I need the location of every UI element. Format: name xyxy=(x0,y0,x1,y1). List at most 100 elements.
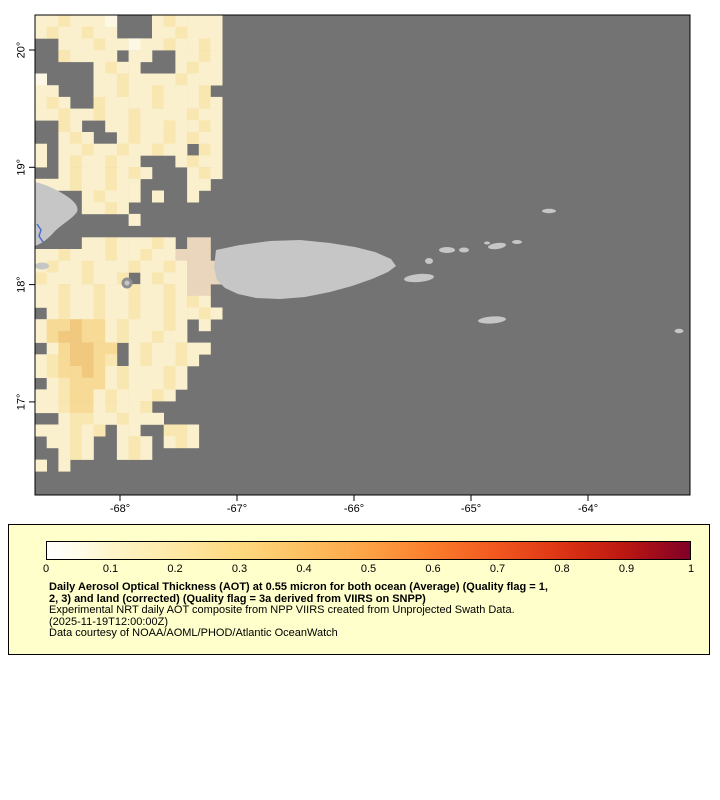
aot-cell xyxy=(175,366,188,378)
aot-cell xyxy=(128,132,141,144)
latitude-axis: 20° 19° 18° 17° xyxy=(16,42,35,410)
aot-cell xyxy=(93,155,106,168)
aot-cell xyxy=(210,132,223,144)
aot-cell xyxy=(140,295,153,308)
aot-cell xyxy=(46,319,59,332)
aot-cell xyxy=(128,108,141,121)
aot-cell xyxy=(198,143,211,156)
aot-cell xyxy=(58,377,71,390)
aot-cell xyxy=(70,143,83,156)
aot-cell xyxy=(58,284,71,297)
aot-cell xyxy=(210,155,223,168)
aot-cell xyxy=(35,155,47,168)
aot-cell xyxy=(163,120,176,133)
aot-cell xyxy=(93,167,106,180)
aot-cell xyxy=(128,330,141,343)
legend-title-line2: 2, 3) and land (corrected) (Quality flag… xyxy=(49,592,426,605)
aot-cell xyxy=(187,342,200,355)
aot-cell xyxy=(198,342,211,355)
aot-cell xyxy=(58,319,71,332)
aot-cell xyxy=(116,260,129,273)
aot-cell xyxy=(58,272,71,285)
aot-cell xyxy=(140,447,153,460)
aot-cell xyxy=(93,143,106,156)
aot-cell xyxy=(116,389,129,402)
mona-island xyxy=(124,280,130,286)
aot-cell xyxy=(175,319,188,332)
aot-cell xyxy=(81,155,94,168)
aot-cell xyxy=(105,237,118,250)
aot-cell xyxy=(116,447,129,460)
aot-cell xyxy=(58,401,71,414)
aot-cell xyxy=(128,85,141,98)
aot-cell xyxy=(116,108,129,121)
aot-cell xyxy=(81,319,94,332)
aot-cell xyxy=(116,132,129,144)
aot-cell xyxy=(70,342,83,355)
aot-cell xyxy=(140,132,153,144)
aot-cell xyxy=(128,389,141,402)
aot-cell xyxy=(187,178,200,191)
aot-cell xyxy=(70,307,83,320)
river-line xyxy=(36,223,44,243)
aot-cell xyxy=(175,50,188,63)
aot-cell xyxy=(152,73,164,86)
aot-cell xyxy=(128,354,141,367)
aot-cell xyxy=(187,38,200,51)
aot-cell xyxy=(105,85,118,98)
aot-cell xyxy=(46,85,59,98)
aot-cell xyxy=(187,424,200,437)
aot-cell xyxy=(105,26,118,39)
aot-cell xyxy=(128,73,141,86)
aot-cell xyxy=(70,155,83,168)
aot-cell xyxy=(70,249,83,261)
aot-cell xyxy=(175,108,188,121)
aot-cell xyxy=(46,96,59,109)
aot-cell xyxy=(46,330,59,343)
aot-cell xyxy=(116,295,129,308)
legend-panel: 0 0.1 0.2 0.3 0.4 0.5 0.6 0.7 0.8 0.9 1 Daily Aero… xyxy=(8,524,710,655)
aot-cell xyxy=(140,143,153,156)
aot-cell xyxy=(163,249,176,261)
aot-cell xyxy=(116,143,129,156)
aot-cell xyxy=(105,389,118,402)
aot-cell xyxy=(175,26,188,39)
aot-cell xyxy=(81,295,94,308)
aot-cell xyxy=(105,143,118,156)
aot-cell xyxy=(187,155,200,168)
aot-cell xyxy=(140,330,153,343)
aot-cell xyxy=(187,26,200,39)
aot-cell xyxy=(116,319,129,332)
aot-cell xyxy=(116,73,129,86)
aot-cell xyxy=(93,377,106,390)
aot-cell xyxy=(116,167,129,180)
aot-cell xyxy=(46,354,59,367)
aot-cell xyxy=(58,38,71,51)
aot-cell xyxy=(70,167,83,180)
aot-cell xyxy=(105,295,118,308)
aot-cell xyxy=(105,202,118,215)
aot-cell xyxy=(58,249,71,261)
aot-cell xyxy=(81,143,94,156)
aot-cell xyxy=(93,178,106,191)
aot-cell xyxy=(46,260,59,273)
aot-cell xyxy=(93,15,106,27)
aot-cell xyxy=(58,26,71,39)
aot-cell xyxy=(58,50,71,63)
aot-cell xyxy=(140,260,153,273)
aot-cell xyxy=(175,61,188,74)
aot-cell xyxy=(46,377,59,390)
aot-cell xyxy=(210,143,223,156)
aot-cell xyxy=(198,319,211,332)
aot-cell xyxy=(152,260,164,273)
aot-cell xyxy=(198,155,211,168)
aot-cell xyxy=(35,15,47,27)
aot-cell xyxy=(128,213,141,226)
aot-cell xyxy=(81,389,94,402)
latitude-label: 18° xyxy=(16,276,28,293)
aot-cell xyxy=(152,389,164,402)
aot-cell xyxy=(70,178,83,191)
latitude-label: 19° xyxy=(16,159,28,176)
aot-cell xyxy=(81,377,94,390)
aot-cell xyxy=(187,132,200,144)
